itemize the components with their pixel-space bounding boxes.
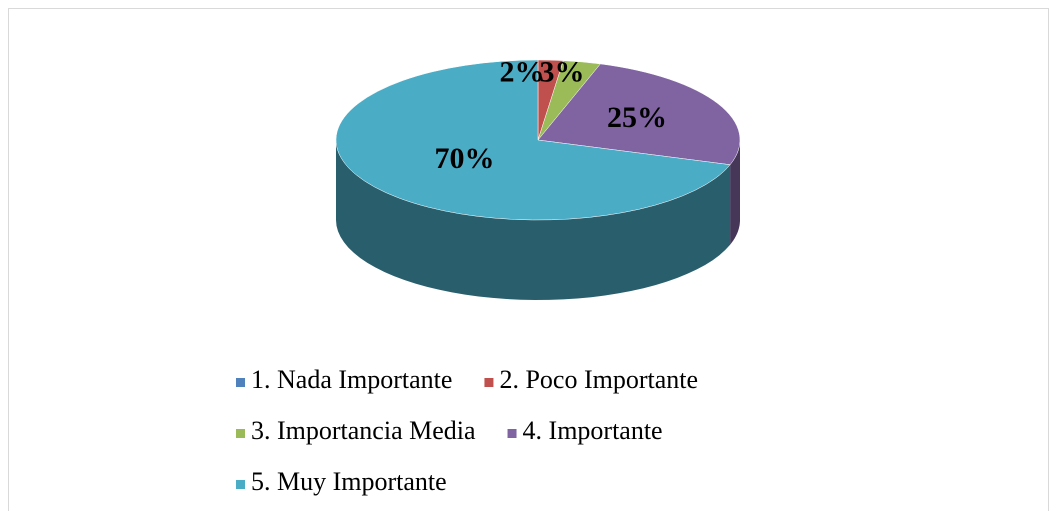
data-label: 2%	[500, 55, 545, 88]
pie-slice	[537, 63, 741, 165]
data-label: 3%	[540, 55, 585, 88]
pie-side	[730, 140, 740, 245]
legend-label: 2. Poco Importante	[499, 365, 698, 394]
legend-swatch	[236, 429, 245, 438]
data-label: 25%	[607, 101, 667, 134]
legend-label: 5. Muy Importante	[251, 467, 447, 496]
legend: 1. Nada Importante 2. Poco Importante 3. I…	[236, 365, 698, 496]
pie-tops	[335, 59, 741, 221]
legend-swatch	[236, 480, 245, 489]
legend-swatch	[484, 378, 494, 387]
legend-swatch	[236, 378, 245, 387]
data-labels: 2%3% 25% 70%	[434, 55, 667, 175]
legend-label: 3. Importancia Media	[251, 416, 476, 445]
legend-label: 1. Nada Importante	[251, 365, 452, 394]
data-label: 70%	[434, 142, 494, 175]
legend-swatch	[507, 429, 517, 438]
pie-slice	[335, 59, 731, 221]
legend-label: 4. Importante	[523, 416, 663, 445]
